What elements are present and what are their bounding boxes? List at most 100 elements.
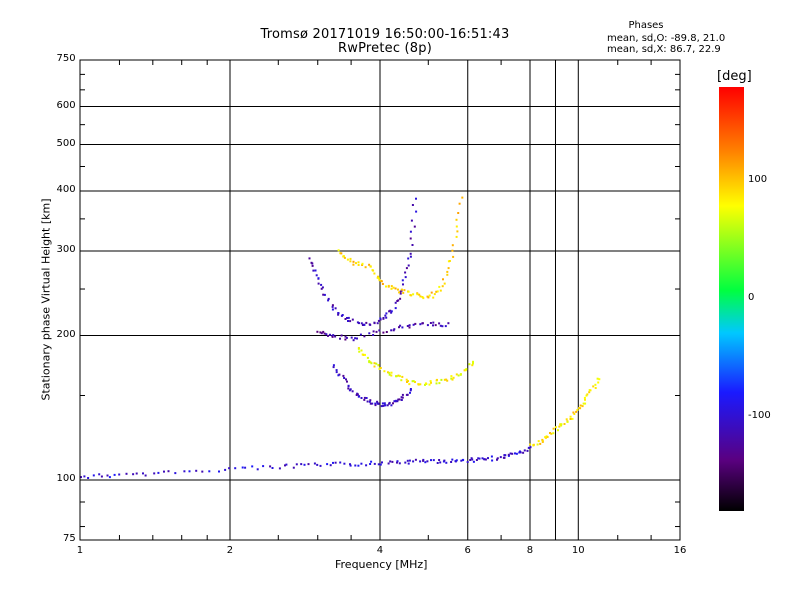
echo-point <box>195 469 198 472</box>
echo-point <box>522 451 525 454</box>
echo-point <box>113 473 116 476</box>
echo-point <box>374 404 377 407</box>
echo-point <box>398 291 401 294</box>
echo-point <box>409 391 411 394</box>
colorbar-unit: [deg] <box>717 69 752 84</box>
echo-point <box>278 467 281 470</box>
echo-point <box>356 393 359 396</box>
echo-point <box>339 337 341 340</box>
echo-point <box>596 377 599 380</box>
echo-point <box>585 394 588 397</box>
x-tick-label: 16 <box>673 545 687 556</box>
echo-point <box>422 297 425 300</box>
echo-point <box>379 463 382 466</box>
echo-point <box>363 335 366 338</box>
echo-point <box>566 420 569 423</box>
echo-point <box>462 458 465 461</box>
echo-point <box>412 323 415 326</box>
echo-point <box>167 470 170 473</box>
echo-point <box>337 249 340 252</box>
echo-point <box>363 396 366 399</box>
echo-point <box>144 474 147 477</box>
echo-point <box>401 393 404 396</box>
chart-title: Tromsø 20171019 16:50:00-16:51:43 <box>260 27 510 42</box>
echo-point <box>351 318 354 321</box>
echo-point <box>408 324 411 327</box>
echo-point <box>388 310 391 313</box>
echo-point <box>432 296 435 299</box>
y-axis-title: Stationary phase Virtual Height [km] <box>39 198 53 401</box>
echo-point <box>399 324 402 327</box>
echo-point <box>430 459 432 462</box>
y-tick-label: 300 <box>56 244 76 255</box>
echo-point <box>446 379 449 382</box>
colorbar-tick-label: 100 <box>748 174 768 186</box>
echo-point <box>339 461 342 464</box>
echo-point <box>438 285 441 288</box>
echo-point <box>406 325 409 327</box>
echo-point <box>342 255 345 258</box>
echo-point <box>416 293 419 296</box>
echo-point <box>244 466 247 469</box>
echo-point <box>544 436 547 439</box>
echo-point <box>397 374 400 377</box>
echo-point <box>432 324 434 327</box>
echo-point <box>354 337 357 340</box>
y-tick-label: 400 <box>56 184 76 196</box>
echo-point <box>271 467 274 469</box>
echo-point <box>332 366 335 369</box>
echo-point <box>366 356 369 359</box>
echo-point <box>382 317 385 319</box>
echo-point <box>380 405 383 408</box>
echo-point <box>360 462 363 465</box>
echo-point <box>308 257 311 260</box>
echo-point <box>359 333 362 336</box>
echo-point <box>387 371 389 374</box>
echo-point <box>422 459 425 462</box>
echo-point <box>334 335 337 338</box>
echo-point <box>441 285 444 288</box>
echo-point <box>234 467 237 470</box>
echo-point <box>188 470 191 473</box>
echo-point <box>323 332 326 335</box>
echo-point <box>378 279 381 282</box>
echo-point <box>98 473 101 476</box>
echo-point <box>368 323 371 326</box>
echo-point <box>463 369 466 372</box>
echo-point <box>335 371 338 374</box>
echo-point <box>347 316 350 319</box>
echo-point <box>397 299 400 302</box>
echo-point <box>125 472 128 475</box>
echo-point <box>394 307 397 310</box>
echo-point <box>313 462 316 465</box>
echo-point <box>363 323 366 326</box>
echo-point <box>582 402 585 405</box>
echo-point <box>419 460 422 463</box>
echo-point <box>481 457 484 460</box>
echo-point <box>342 374 345 377</box>
echo-point <box>346 380 348 383</box>
echo-point <box>408 383 411 386</box>
echo-point <box>573 413 576 415</box>
echo-point <box>390 371 393 374</box>
echo-point <box>457 374 460 377</box>
echo-point <box>331 305 334 308</box>
echo-point <box>327 299 330 302</box>
echo-point <box>369 265 372 268</box>
echo-point <box>390 329 393 332</box>
echo-point <box>392 329 395 332</box>
echo-point <box>401 396 404 399</box>
echo-point <box>118 473 121 476</box>
echo-point <box>594 383 597 386</box>
echo-point <box>503 456 506 459</box>
echo-point <box>398 375 401 378</box>
echo-point <box>466 461 469 463</box>
echo-point <box>565 418 568 421</box>
echo-point <box>440 378 443 381</box>
echo-point <box>317 277 320 280</box>
echo-point <box>80 476 82 479</box>
echo-point <box>390 287 393 290</box>
echo-point <box>411 244 414 246</box>
echo-point <box>572 411 575 414</box>
echo-point <box>183 470 186 473</box>
